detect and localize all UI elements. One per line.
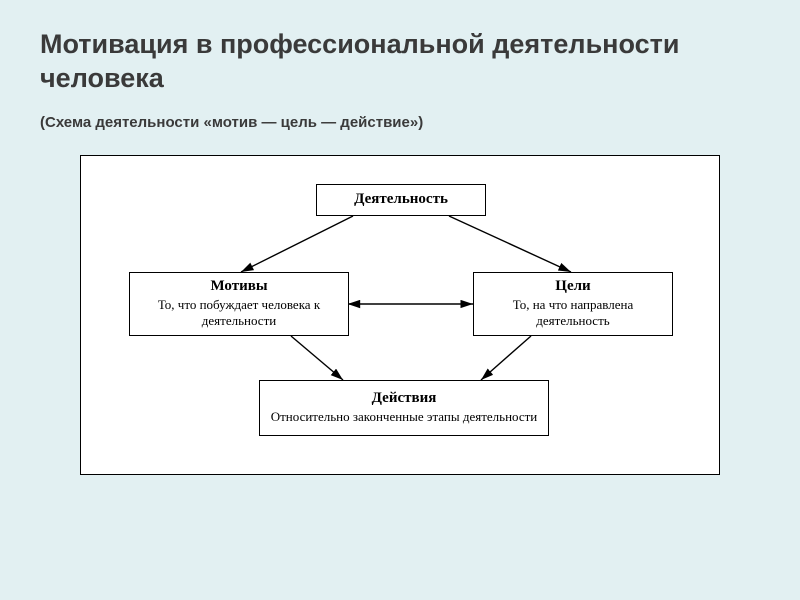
node-motives-title: Мотивы (136, 278, 342, 295)
node-goals-title: Цели (480, 278, 666, 295)
slide: Мотивация в профессиональной деятельност… (0, 0, 800, 503)
node-actions: Действия Относительно законченные этапы … (259, 380, 549, 436)
edge (291, 336, 343, 380)
node-actions-title: Действия (266, 390, 542, 407)
edge (481, 336, 531, 380)
node-goals: Цели То, на что направлена деятельность (473, 272, 673, 336)
node-motives: Мотивы То, что побуждает человека к деят… (129, 272, 349, 336)
node-goals-desc: То, на что направлена деятельность (480, 297, 666, 328)
node-motives-desc: То, что побуждает человека к деятельност… (136, 297, 342, 328)
page-title: Мотивация в профессиональной деятельност… (40, 28, 760, 96)
node-actions-desc: Относительно законченные этапы деятельно… (266, 409, 542, 425)
diagram-canvas: Деятельность Мотивы То, что побуждает че… (80, 155, 720, 475)
node-activity-title: Деятельность (323, 191, 479, 208)
node-activity: Деятельность (316, 184, 486, 216)
edge (241, 216, 353, 272)
page-subtitle: (Схема деятельности «мотив — цель — дейс… (40, 114, 760, 131)
edge (449, 216, 571, 272)
